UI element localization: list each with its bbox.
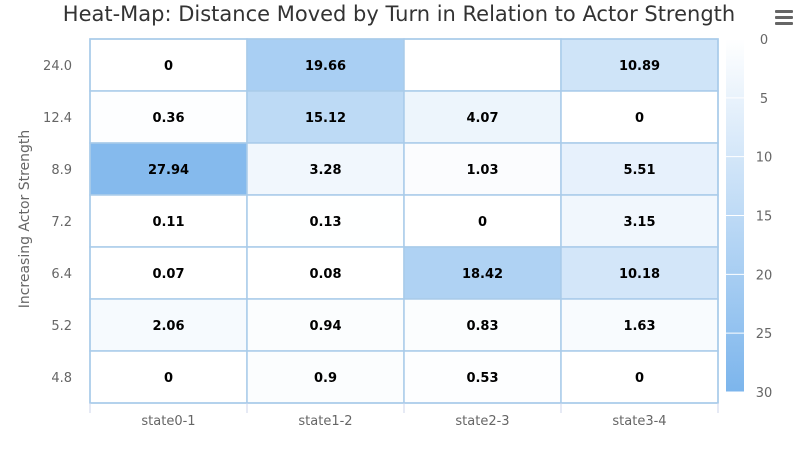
cell-value-label: 0.08 xyxy=(309,267,341,282)
heatmap-cell[interactable] xyxy=(246,90,405,144)
x-tick-label: state1-2 xyxy=(298,414,352,429)
hamburger-menu-icon[interactable] xyxy=(772,6,796,28)
heatmap-cell[interactable] xyxy=(246,350,405,404)
y-tick-label: 5.2 xyxy=(51,319,72,334)
cell-value-label: 18.42 xyxy=(462,267,503,282)
cell-value-label: 1.03 xyxy=(466,163,498,178)
cell-value-label: 0.11 xyxy=(152,215,184,230)
cell-value-label: 0.53 xyxy=(466,371,498,386)
cell-value-label: 0 xyxy=(164,371,173,386)
heatmap-cell[interactable] xyxy=(403,194,562,248)
y-tick-label: 4.8 xyxy=(51,371,72,386)
cell-value-label: 0.83 xyxy=(466,319,498,334)
cell-value-label: 5.51 xyxy=(623,163,655,178)
x-tick-label: state2-3 xyxy=(455,414,509,429)
cell-value-label: 0.9 xyxy=(314,371,337,386)
cell-value-label: 0.07 xyxy=(152,267,184,282)
heatmap-cell[interactable] xyxy=(89,350,248,404)
cell-value-label: 3.28 xyxy=(309,163,341,178)
y-tick-label: 12.4 xyxy=(43,111,72,126)
cell-value-label: 10.89 xyxy=(619,59,660,74)
heatmap-cell[interactable] xyxy=(560,350,719,404)
cell-value-label: 2.06 xyxy=(152,319,184,334)
y-tick-label: 8.9 xyxy=(51,163,72,178)
x-tick-label: state0-1 xyxy=(141,414,195,429)
heatmap-cell[interactable] xyxy=(403,298,562,352)
color-scale-tick-label: 30 xyxy=(756,386,773,401)
heatmap-cell[interactable] xyxy=(246,142,405,196)
cell-value-label: 0 xyxy=(478,215,487,230)
cell-value-label: 0 xyxy=(635,371,644,386)
y-tick-label: 7.2 xyxy=(51,215,72,230)
cell-value-label: 0.13 xyxy=(309,215,341,230)
cell-value-label: 1.63 xyxy=(623,319,655,334)
heatmap-cell[interactable] xyxy=(560,246,719,300)
color-scale-tick-label: 25 xyxy=(756,327,773,342)
cell-value-label: 0 xyxy=(164,59,173,74)
cell-value-label: 27.94 xyxy=(148,163,189,178)
y-tick-label: 24.0 xyxy=(43,59,72,74)
cell-value-label: 0.94 xyxy=(309,319,341,334)
heatmap-cell[interactable] xyxy=(560,142,719,196)
heatmap-cell[interactable] xyxy=(89,194,248,248)
cell-value-label: 15.12 xyxy=(305,111,346,126)
cell-value-label: 10.18 xyxy=(619,267,660,282)
heatmap-cell[interactable] xyxy=(403,90,562,144)
color-scale-tick-label: 0 xyxy=(760,33,768,48)
heatmap-cell[interactable] xyxy=(403,350,562,404)
color-scale-tick-label: 10 xyxy=(756,151,773,166)
heatmap-cell[interactable] xyxy=(89,38,248,92)
y-tick-label: 6.4 xyxy=(51,267,72,282)
heatmap-cell[interactable] xyxy=(403,38,562,92)
color-scale-tick-label: 20 xyxy=(756,268,773,283)
y-axis-title: Increasing Actor Strength xyxy=(17,130,33,309)
x-tick-label: state3-4 xyxy=(612,414,666,429)
heatmap-cell[interactable] xyxy=(89,298,248,352)
cell-value-label: 3.15 xyxy=(623,215,655,230)
heatmap-cell[interactable] xyxy=(403,142,562,196)
cell-value-label: 19.66 xyxy=(305,59,346,74)
cell-value-label: 0 xyxy=(635,111,644,126)
heatmap-cell[interactable] xyxy=(403,246,562,300)
cell-value-label: 0.36 xyxy=(152,111,184,126)
cell-value-label: 4.07 xyxy=(466,111,498,126)
chart-title: Heat-Map: Distance Moved by Turn in Rela… xyxy=(62,2,736,26)
color-scale-tick-label: 5 xyxy=(760,92,768,107)
color-scale-tick-label: 15 xyxy=(756,210,773,225)
